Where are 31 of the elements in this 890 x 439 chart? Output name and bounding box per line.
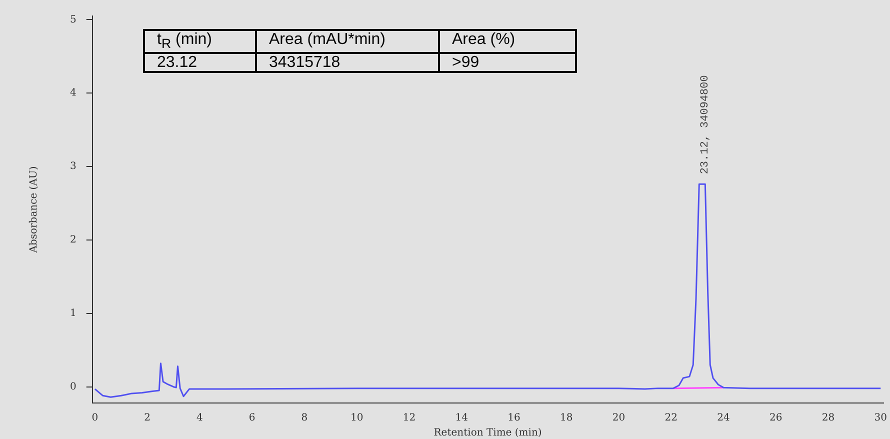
y-tick-label: 2 [70,234,76,246]
annotation: 23.12, 34094800 [699,75,712,174]
x-tick-label: 6 [248,412,256,424]
y-axis-title: Absorbance (AU) [28,166,40,254]
x-tick-label: 0 [92,412,98,424]
x-tick-label: 20 [612,412,626,424]
x-tick-label: 4 [196,412,203,424]
annotation: 34315718 [256,53,439,72]
annotation: Area (mAU*min) [256,30,439,54]
x-tick-label: 18 [560,412,573,424]
x-axis-title: Retention Time (min) [434,428,542,439]
y-tick-label: 4 [70,88,76,99]
x-tick-label: 8 [301,412,308,424]
x-tick-label: 12 [402,412,416,424]
x-tick-label: 26 [770,412,782,424]
x-tick-label: 28 [822,412,835,424]
y-tick-label: 0 [70,381,76,392]
x-tick-label: 14 [455,412,468,424]
annotation: Area (%) [439,30,576,54]
annotation: t$_{R}$ (min) [144,30,256,54]
y-tick-label: 1 [70,308,76,320]
x-tick-label: 16 [508,412,520,424]
x-tick-label: 10 [350,412,364,424]
x-tick-label: 2 [144,412,151,424]
annotation: 23.12 [144,53,256,72]
y-tick-label: 3 [70,161,76,172]
x-tick-label: 30 [874,412,888,424]
x-tick-label: 24 [717,412,730,424]
annotation: >99 [439,53,576,72]
x-tick-label: 22 [664,412,678,424]
y-tick-label: 5 [70,14,76,26]
